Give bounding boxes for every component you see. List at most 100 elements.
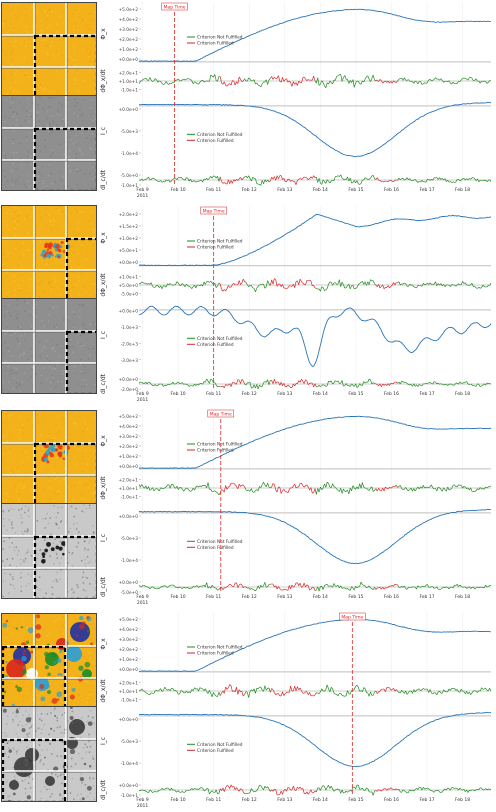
derivative-segment bbox=[474, 490, 477, 492]
derivative-segment bbox=[318, 83, 321, 86]
derivative-segment bbox=[172, 688, 175, 691]
solar-map-tile bbox=[1, 95, 97, 191]
derivative-segment bbox=[414, 788, 417, 790]
derivative-segment bbox=[368, 279, 371, 285]
derivative-segment bbox=[228, 83, 230, 85]
derivative-segment bbox=[417, 384, 420, 387]
derivative-segment bbox=[418, 688, 421, 691]
derivative-segment bbox=[222, 289, 225, 292]
derivative-segment bbox=[210, 790, 213, 793]
derivative-segment bbox=[306, 584, 309, 586]
derivative-segment bbox=[463, 485, 466, 488]
derivative-segment bbox=[213, 490, 215, 492]
derivative-segment bbox=[371, 486, 374, 492]
derivative-segment bbox=[165, 484, 168, 488]
derivative-segment bbox=[282, 284, 285, 289]
derivative-segment bbox=[141, 79, 144, 81]
derivative-segment bbox=[246, 77, 249, 82]
derivative-segment bbox=[386, 788, 389, 791]
derivative-segment bbox=[420, 689, 423, 691]
tick-label: +2.0e+1 bbox=[119, 70, 139, 76]
derivative-segment bbox=[355, 784, 358, 790]
derivative-segment bbox=[165, 179, 168, 182]
derivative-segment bbox=[276, 586, 279, 590]
derivative-segment bbox=[394, 689, 397, 692]
derivative-segment bbox=[151, 586, 153, 588]
derivative-segment bbox=[335, 380, 337, 383]
derivative-segment bbox=[437, 790, 440, 793]
derivative-segment bbox=[167, 688, 169, 691]
derivative-segment bbox=[481, 787, 484, 790]
derivative-segment bbox=[437, 78, 440, 81]
derivative-segment bbox=[371, 382, 374, 385]
derivative-segment bbox=[367, 692, 370, 697]
derivative-segment bbox=[182, 791, 184, 793]
derivative-segment bbox=[427, 689, 430, 693]
derivative-segment bbox=[344, 178, 347, 181]
derivative-segment bbox=[197, 384, 199, 386]
derivative-segment bbox=[441, 790, 444, 793]
derivative-segment bbox=[244, 691, 247, 695]
derivative-segment bbox=[458, 381, 461, 385]
derivative-segment bbox=[245, 489, 248, 491]
derivative-segment bbox=[205, 788, 207, 791]
derivative-segment bbox=[339, 279, 342, 287]
derivative-segment bbox=[452, 81, 455, 84]
derivative-segment bbox=[261, 585, 264, 588]
derivative-segment bbox=[313, 587, 316, 591]
derivative-segment bbox=[280, 77, 283, 83]
derivative-segment bbox=[256, 687, 259, 690]
derivative-segment bbox=[436, 586, 439, 590]
derivative-segment bbox=[186, 487, 188, 490]
derivative-segment bbox=[336, 75, 339, 77]
derivative-segment bbox=[228, 179, 231, 184]
derivative-segment bbox=[320, 486, 323, 490]
derivative-segment bbox=[288, 178, 291, 182]
derivative-segment bbox=[477, 178, 480, 182]
derivative-segment bbox=[356, 386, 359, 388]
derivative-segment bbox=[282, 691, 285, 696]
derivative-segment bbox=[167, 83, 170, 85]
derivative-segment bbox=[150, 282, 153, 287]
derivative-segment bbox=[332, 583, 335, 588]
derivative-segment bbox=[141, 585, 144, 587]
derivative-segment bbox=[325, 684, 328, 690]
derivative-segment bbox=[270, 486, 272, 489]
derivative-segment bbox=[379, 180, 382, 182]
derivative-segment bbox=[196, 585, 199, 588]
derivative-segment bbox=[443, 487, 446, 490]
derivative-segment bbox=[141, 178, 144, 181]
derivative-segment bbox=[473, 587, 476, 590]
derivative-segment bbox=[337, 380, 340, 384]
derivative-segment bbox=[489, 179, 492, 182]
derivative-segment bbox=[242, 278, 245, 282]
derivative-segment bbox=[286, 179, 289, 182]
derivative-segment bbox=[153, 489, 156, 491]
derivative-segment bbox=[401, 488, 404, 490]
derivative-segment bbox=[253, 79, 256, 85]
derivative-segment bbox=[245, 282, 248, 285]
derivative-segment bbox=[427, 584, 430, 588]
derivative-segment bbox=[431, 79, 433, 82]
derivative-segment bbox=[326, 284, 329, 289]
derivative-segment bbox=[382, 487, 385, 492]
derivative-segment bbox=[379, 79, 382, 81]
derivative-segment bbox=[314, 287, 317, 289]
legend-label: Criterion Not Fulfilled bbox=[197, 239, 243, 245]
derivative-segment bbox=[381, 587, 383, 590]
derivative-segment bbox=[184, 383, 187, 385]
derivative-segment bbox=[314, 383, 317, 388]
derivative-segment bbox=[401, 690, 404, 692]
derivative-segment bbox=[260, 484, 263, 488]
map-time-box bbox=[161, 2, 188, 11]
derivative-segment bbox=[198, 180, 201, 182]
derivative-segment bbox=[230, 284, 233, 288]
derivative-segment bbox=[473, 79, 475, 82]
derivative-segment bbox=[169, 180, 172, 183]
derivative-segment bbox=[445, 486, 449, 492]
derivative-segment bbox=[318, 384, 321, 387]
tick-label: -1.0e+1 bbox=[121, 88, 139, 94]
derivative-segment bbox=[148, 176, 151, 180]
derivative-segment bbox=[188, 178, 191, 182]
